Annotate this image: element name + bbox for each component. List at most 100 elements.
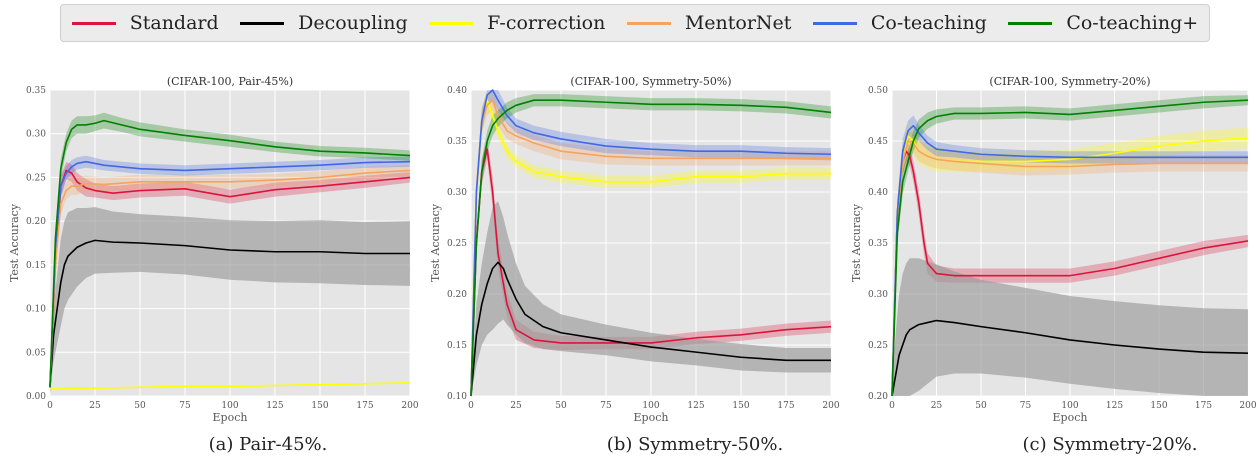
x-tick-label: 25	[931, 401, 943, 411]
x-tick-label: 75	[1020, 401, 1032, 411]
series-band	[892, 141, 1248, 396]
legend-swatch	[240, 21, 285, 25]
x-tick-label: 75	[600, 401, 612, 411]
x-tick-label: 100	[642, 401, 659, 411]
series-line	[49, 119, 411, 388]
y-tick-label: 0.25	[868, 341, 888, 351]
chart-title: (CIFAR-100, Pair-45%)	[167, 75, 293, 88]
y-tick-label: 0.15	[26, 261, 46, 271]
legend-label: Co-teaching	[870, 12, 987, 34]
chart-pair-45: 0 25 50 75 100 125 150 175 200 0.00 0.05 0.10 0.15 0.…	[8, 75, 419, 424]
x-tick-label: 0	[468, 401, 474, 411]
y-tick-label: 0.50	[868, 86, 888, 96]
x-tick-label: 50	[555, 401, 567, 411]
x-axis-label: Epoch	[634, 411, 669, 424]
series-line	[470, 99, 831, 397]
x-tick-label: 0	[47, 401, 53, 411]
series-line	[49, 169, 411, 388]
legend-item: Decoupling	[240, 12, 408, 34]
x-tick-label: 200	[1239, 401, 1256, 411]
series-line	[891, 319, 1249, 397]
series-band	[50, 207, 410, 392]
legend-label: F-correction	[487, 12, 606, 34]
series-line	[470, 89, 832, 397]
series-line	[470, 261, 831, 397]
series-line	[49, 239, 410, 388]
legend-label: MentorNet	[684, 12, 792, 34]
y-tick-label: 0.30	[868, 290, 888, 300]
x-tick-label: 50	[134, 401, 146, 411]
series-band	[471, 138, 831, 396]
y-tick-label: 0.40	[447, 86, 467, 96]
x-tick-label: 25	[510, 401, 522, 411]
x-tick-label: 200	[822, 401, 839, 411]
y-tick-label: 0.35	[26, 86, 46, 96]
y-tick-label: 0.10	[447, 392, 467, 402]
y-tick-label: 0.35	[868, 239, 888, 249]
legend-swatch	[1008, 21, 1053, 25]
legend-item: Co-teaching+	[1008, 12, 1198, 34]
legend-swatch	[626, 21, 671, 25]
x-tick-label: 175	[1195, 401, 1212, 411]
x-tick-label: 125	[266, 401, 283, 411]
series-line	[891, 99, 1249, 397]
y-tick-label: 0.10	[26, 305, 46, 315]
legend-item: Co-teaching	[812, 12, 987, 34]
series-line	[49, 160, 411, 388]
legend: Standard Decoupling F-correction MentorNet C…	[60, 4, 1210, 42]
caption-c: (c) Symmetry-20%.	[1022, 434, 1198, 455]
series-band	[471, 90, 831, 396]
x-axis-label: Epoch	[213, 411, 248, 424]
series-band	[471, 201, 831, 396]
legend-label: Co-teaching+	[1066, 12, 1199, 34]
y-tick-label: 0.35	[447, 137, 467, 147]
x-tick-label: 150	[1150, 401, 1167, 411]
series-band	[50, 161, 410, 395]
y-axis-label: Test Accuracy	[8, 203, 21, 282]
x-tick-label: 50	[975, 401, 987, 411]
series-line	[891, 140, 1248, 397]
chart-title: (CIFAR-100, Symmetry-20%)	[989, 75, 1150, 88]
x-tick-label: 100	[1061, 401, 1078, 411]
x-tick-label: 175	[777, 401, 794, 411]
legend-swatch	[812, 21, 857, 25]
y-tick-label: 0.20	[868, 392, 888, 402]
y-tick-label: 0.25	[447, 239, 467, 249]
caption-a: (a) Pair-45%.	[208, 434, 328, 455]
legend-label: Decoupling	[298, 12, 408, 34]
x-tick-label: 200	[401, 401, 418, 411]
series-band	[892, 95, 1248, 396]
y-tick-label: 0.30	[26, 130, 46, 140]
x-tick-label: 125	[1106, 401, 1123, 411]
chart-title: (CIFAR-100, Symmetry-50%)	[570, 75, 731, 88]
x-tick-label: 175	[356, 401, 373, 411]
x-axis-label: Epoch	[1053, 411, 1088, 424]
y-tick-label: 0.05	[26, 348, 46, 358]
y-tick-label: 0.20	[447, 290, 467, 300]
series-line	[891, 124, 1248, 397]
y-tick-label: 0.40	[868, 188, 888, 198]
x-tick-label: 150	[311, 401, 328, 411]
x-tick-label: 25	[89, 401, 101, 411]
chart-symmetry-50: 0 25 50 75 100 125 150 175 200 0.10 0.15 0.20 0.25 0.…	[429, 75, 840, 424]
chart-symmetry-20: 0 25 50 75 100 125 150 175 200 0.20 0.25 0.30 0.35 0.…	[850, 75, 1257, 424]
series-band	[471, 90, 831, 396]
y-axis-label: Test Accuracy	[429, 203, 442, 282]
y-axis-label: Test Accuracy	[850, 203, 863, 282]
series-line	[470, 99, 832, 397]
x-tick-label: 125	[687, 401, 704, 411]
y-tick-label: 0.15	[447, 341, 467, 351]
series-band	[892, 123, 1248, 396]
y-tick-label: 0.25	[26, 173, 46, 183]
caption-b: (b) Symmetry-50%.	[606, 434, 784, 455]
legend-swatch	[429, 21, 474, 25]
y-tick-label: 0.30	[447, 188, 467, 198]
x-tick-label: 100	[221, 401, 238, 411]
y-tick-label: 0.00	[26, 392, 46, 402]
series-band	[892, 258, 1248, 396]
legend-item: MentorNet	[626, 12, 792, 34]
y-tick-label: 0.45	[868, 137, 888, 147]
x-tick-label: 75	[179, 401, 191, 411]
x-tick-label: 150	[732, 401, 749, 411]
legend-item: Standard	[71, 12, 219, 34]
